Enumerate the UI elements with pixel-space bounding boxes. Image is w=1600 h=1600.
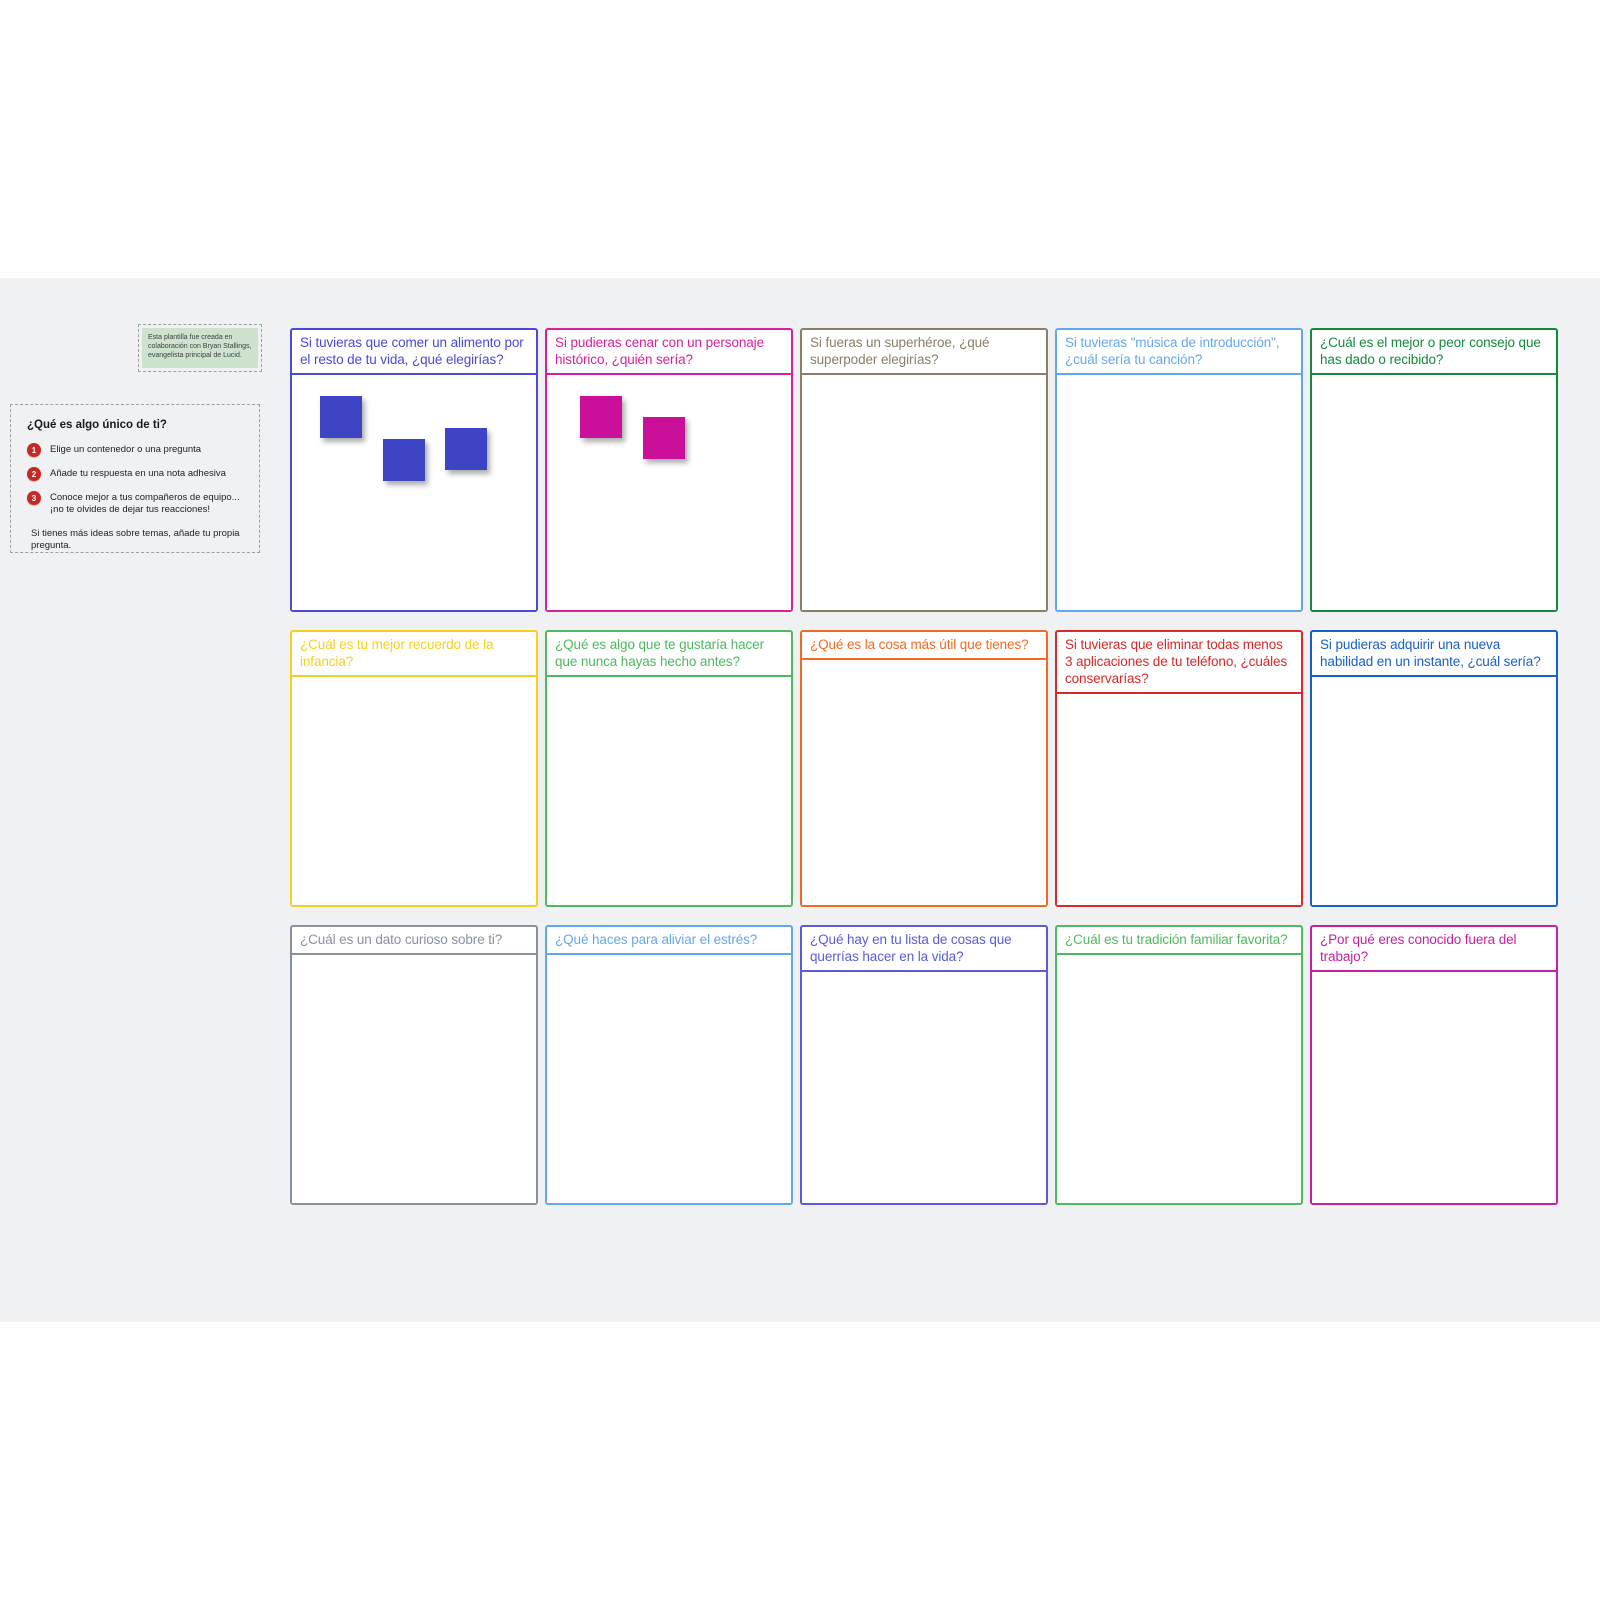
sticky-note[interactable] [320, 396, 362, 438]
container-aplicaciones[interactable]: Si tuvieras que eliminar todas menos 3 a… [1055, 630, 1303, 907]
step-3-badge: 3 [27, 491, 41, 505]
container-title: ¿Qué es algo que te gustaría hacer que n… [555, 637, 764, 669]
sticky-note[interactable] [643, 417, 685, 459]
container-consejo[interactable]: ¿Cuál es el mejor o peor consejo que has… [1310, 328, 1558, 612]
step-2-text: Añade tu respuesta en una nota adhesiva [50, 468, 226, 479]
container-header: ¿Por qué eres conocido fuera del trabajo… [1312, 927, 1556, 972]
container-body[interactable] [292, 677, 536, 905]
container-tradicion-familiar[interactable]: ¿Cuál es tu tradición familiar favorita? [1055, 925, 1303, 1205]
attribution-text: Esta plantilla fue creada en colaboració… [142, 328, 258, 368]
step-1-text: Elige un contenedor o una pregunta [50, 444, 202, 455]
container-body[interactable] [1057, 955, 1301, 1203]
step-2-badge: 2 [27, 467, 41, 481]
container-lista-vida[interactable]: ¿Qué hay en tu lista de cosas que querrí… [800, 925, 1048, 1205]
step-1-badge: 1 [27, 443, 41, 457]
instructions-footer: Si tienes más ideas sobre temas, añade t… [31, 528, 240, 551]
container-title: ¿Cuál es tu tradición familiar favorita? [1065, 932, 1288, 947]
instructions-title: ¿Qué es algo único de ti? [27, 419, 167, 431]
container-body[interactable] [1057, 694, 1301, 905]
container-header: Si tuvieras que eliminar todas menos 3 a… [1057, 632, 1301, 694]
container-title: Si pudieras cenar con un personaje histó… [555, 335, 764, 367]
container-personaje-historico[interactable]: Si pudieras cenar con un personaje histó… [545, 328, 793, 612]
container-title: ¿Qué es la cosa más útil que tienes? [810, 637, 1029, 652]
container-title: ¿Por qué eres conocido fuera del trabajo… [1320, 932, 1517, 964]
step-3-text: Conoce mejor a tus compañeros de equipo.… [50, 492, 240, 515]
container-header: Si tuvieras "música de introducción", ¿c… [1057, 330, 1301, 375]
container-body[interactable] [802, 972, 1046, 1203]
instruction-step-2: 2 Añade tu respuesta en una nota adhesiv… [27, 466, 243, 481]
container-nueva-habilidad[interactable]: Si pudieras adquirir una nueva habilidad… [1310, 630, 1558, 907]
instruction-step-1: 1 Elige un contenedor o una pregunta [27, 442, 243, 457]
container-header: ¿Qué hay en tu lista de cosas que querrí… [802, 927, 1046, 972]
container-title: ¿Qué hay en tu lista de cosas que querrí… [810, 932, 1012, 964]
sticky-note[interactable] [445, 428, 487, 470]
container-header: ¿Cuál es tu tradición familiar favorita? [1057, 927, 1301, 955]
container-conocido-fuera-trabajo[interactable]: ¿Por qué eres conocido fuera del trabajo… [1310, 925, 1558, 1205]
container-title: ¿Cuál es un dato curioso sobre ti? [300, 932, 503, 947]
container-musica-introduccion[interactable]: Si tuvieras "música de introducción", ¿c… [1055, 328, 1303, 612]
container-recuerdo-infancia[interactable]: ¿Cuál es tu mejor recuerdo de la infanci… [290, 630, 538, 907]
container-header: Si tuvieras que comer un alimento por el… [292, 330, 536, 375]
container-body[interactable] [1057, 375, 1301, 610]
container-title: Si tuvieras que comer un alimento por el… [300, 335, 524, 367]
container-header: ¿Qué es la cosa más útil que tienes? [802, 632, 1046, 660]
container-title: Si fueras un superhéroe, ¿qué superpoder… [810, 335, 990, 367]
container-body[interactable] [547, 955, 791, 1203]
container-title: ¿Qué haces para aliviar el estrés? [555, 932, 758, 947]
instructions-panel[interactable]: ¿Qué es algo único de ti? 1 Elige un con… [10, 404, 260, 553]
container-header: ¿Cuál es el mejor o peor consejo que has… [1312, 330, 1556, 375]
container-superpoder[interactable]: Si fueras un superhéroe, ¿qué superpoder… [800, 328, 1048, 612]
container-header: ¿Cuál es tu mejor recuerdo de la infanci… [292, 632, 536, 677]
container-nunca-hecho[interactable]: ¿Qué es algo que te gustaría hacer que n… [545, 630, 793, 907]
container-header: Si pudieras adquirir una nueva habilidad… [1312, 632, 1556, 677]
container-header: ¿Qué haces para aliviar el estrés? [547, 927, 791, 955]
container-aliviar-estres[interactable]: ¿Qué haces para aliviar el estrés? [545, 925, 793, 1205]
container-header: Si pudieras cenar con un personaje histó… [547, 330, 791, 375]
container-header: Si fueras un superhéroe, ¿qué superpoder… [802, 330, 1046, 375]
container-cosa-util[interactable]: ¿Qué es la cosa más útil que tienes? [800, 630, 1048, 907]
container-body[interactable] [292, 955, 536, 1203]
container-title: Si tuvieras que eliminar todas menos 3 a… [1065, 637, 1288, 686]
sticky-note[interactable] [383, 439, 425, 481]
sticky-note[interactable] [580, 396, 622, 438]
container-body[interactable] [802, 660, 1046, 905]
container-header: ¿Qué es algo que te gustaría hacer que n… [547, 632, 791, 677]
container-header: ¿Cuál es un dato curioso sobre ti? [292, 927, 536, 955]
container-body[interactable] [802, 375, 1046, 610]
container-body[interactable] [1312, 972, 1556, 1203]
attribution-note[interactable]: Esta plantilla fue creada en colaboració… [138, 324, 262, 372]
container-title: ¿Cuál es tu mejor recuerdo de la infanci… [300, 637, 494, 669]
container-title: Si tuvieras "música de introducción", ¿c… [1065, 335, 1280, 367]
instruction-step-3: 3 Conoce mejor a tus compañeros de equip… [27, 490, 243, 516]
container-body[interactable] [547, 677, 791, 905]
container-title: ¿Cuál es el mejor o peor consejo que has… [1320, 335, 1541, 367]
container-comida[interactable]: Si tuvieras que comer un alimento por el… [290, 328, 538, 612]
container-body[interactable] [1312, 375, 1556, 610]
container-title: Si pudieras adquirir una nueva habilidad… [1320, 637, 1541, 669]
container-dato-curioso[interactable]: ¿Cuál es un dato curioso sobre ti? [290, 925, 538, 1205]
container-body[interactable] [1312, 677, 1556, 905]
